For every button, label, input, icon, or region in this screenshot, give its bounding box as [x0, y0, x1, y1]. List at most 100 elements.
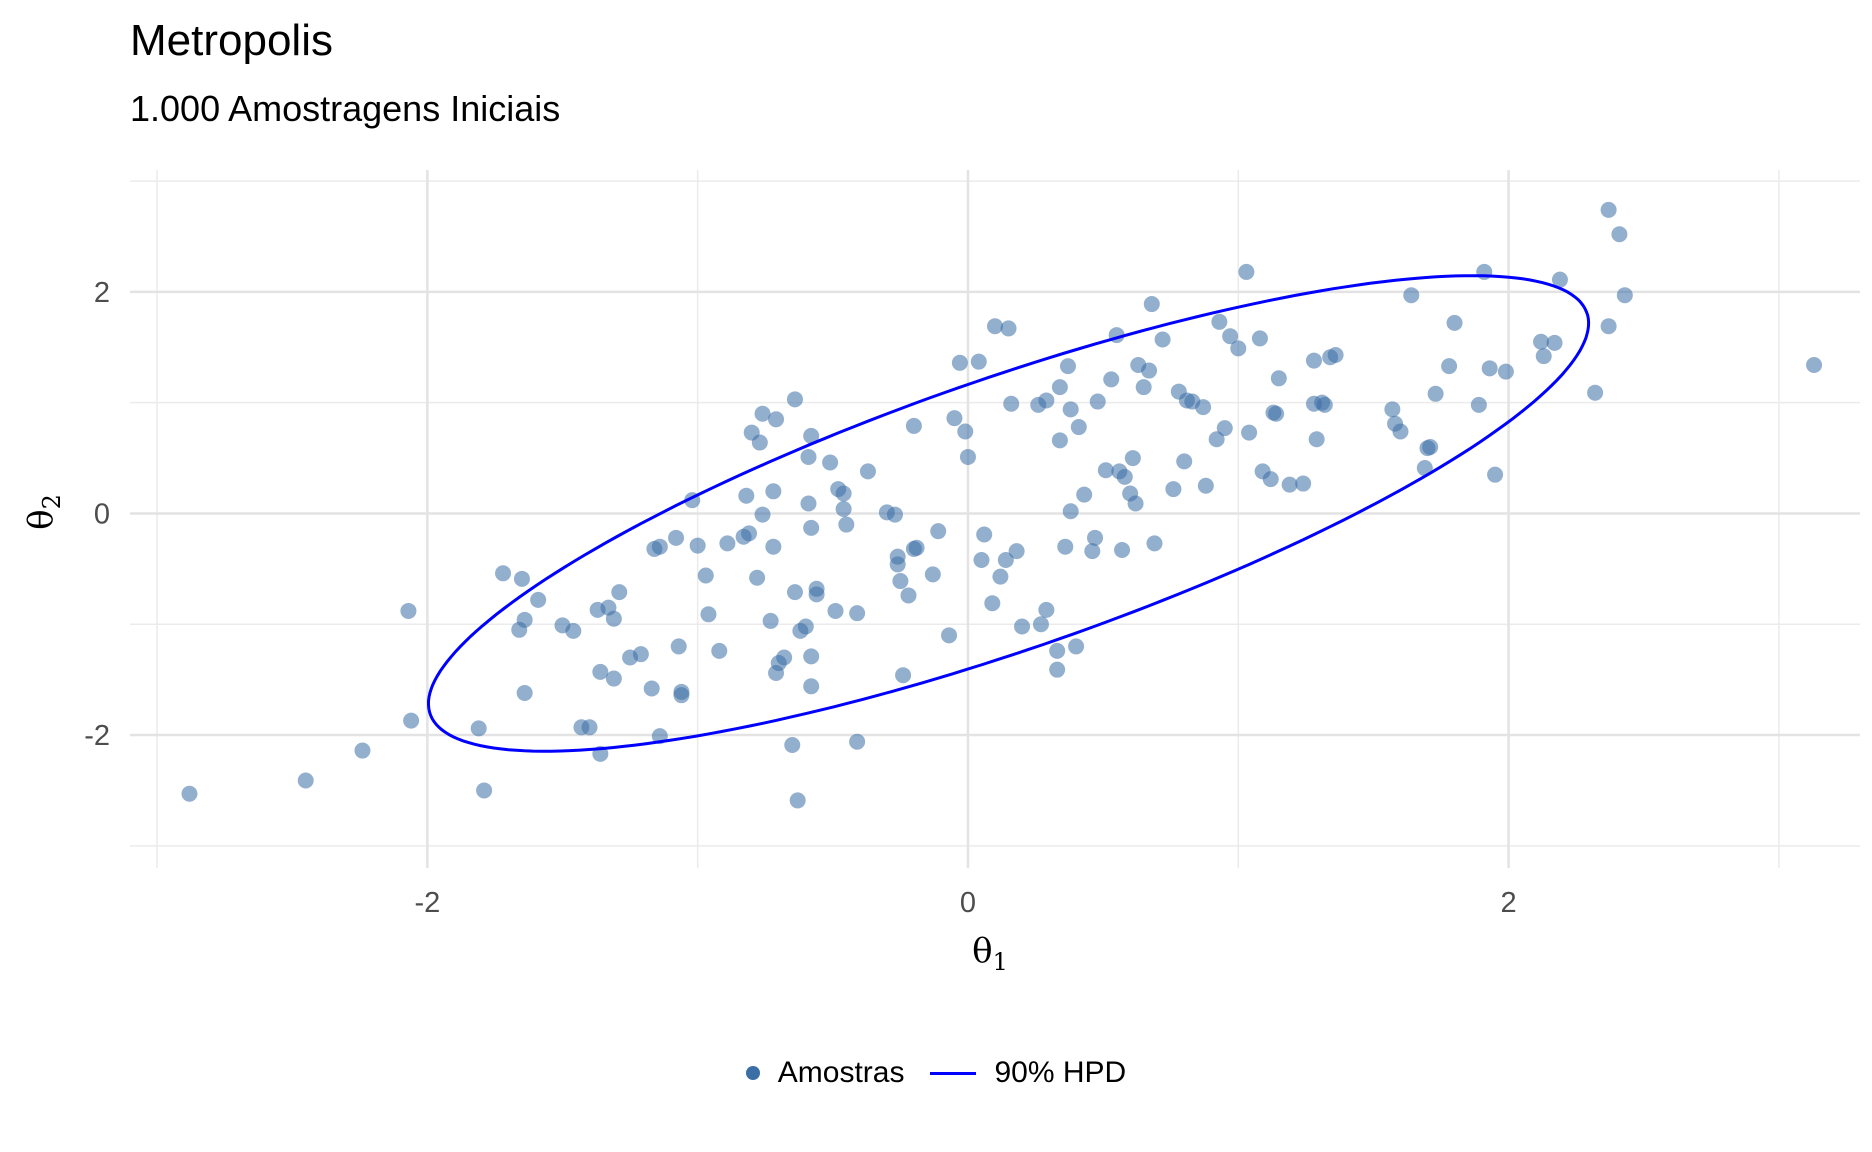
data-point	[786, 584, 803, 601]
data-point	[651, 538, 668, 555]
data-point	[1262, 471, 1279, 488]
data-point	[1051, 379, 1068, 396]
data-point	[403, 712, 420, 729]
data-point	[1600, 201, 1617, 218]
data-point	[800, 495, 817, 512]
data-point	[1211, 313, 1228, 330]
data-point	[1222, 328, 1239, 345]
data-point	[592, 663, 609, 680]
data-point	[1481, 360, 1498, 377]
data-point	[1049, 642, 1066, 659]
data-point	[1533, 333, 1550, 350]
points-layer	[181, 201, 1823, 809]
data-point	[762, 612, 779, 629]
data-point	[959, 448, 976, 465]
data-point	[797, 618, 814, 635]
data-point	[400, 602, 417, 619]
data-point	[516, 611, 533, 628]
data-point	[1103, 371, 1120, 388]
data-point	[803, 427, 820, 444]
data-point	[1535, 348, 1552, 365]
data-point	[1208, 431, 1225, 448]
data-point	[1057, 538, 1074, 555]
hpd-ellipse-layer	[427, 274, 1591, 753]
data-point	[1470, 396, 1487, 413]
data-point	[808, 586, 825, 603]
data-point	[1616, 287, 1633, 304]
chart-title: Metropolis	[130, 16, 333, 65]
data-point	[1305, 352, 1322, 369]
y-tick-labels: -2 0 2	[84, 277, 110, 752]
data-point	[838, 516, 855, 533]
data-point	[470, 720, 487, 737]
data-point	[1003, 395, 1020, 412]
data-point	[908, 539, 925, 556]
data-point	[1127, 495, 1144, 512]
data-point	[719, 535, 736, 552]
data-point	[946, 410, 963, 427]
data-point	[1295, 475, 1312, 492]
data-point	[1268, 405, 1285, 422]
data-point	[957, 423, 974, 440]
data-point	[835, 501, 852, 518]
data-point	[611, 584, 628, 601]
data-point	[1176, 453, 1193, 470]
data-point	[900, 587, 917, 604]
data-point	[1097, 462, 1114, 479]
data-point	[754, 506, 771, 523]
data-point	[1084, 543, 1101, 560]
data-point	[1076, 486, 1093, 503]
data-point	[1611, 226, 1628, 243]
data-point	[1051, 432, 1068, 449]
data-point	[605, 610, 622, 627]
data-point	[668, 529, 685, 546]
data-point	[984, 595, 1001, 612]
data-point	[886, 506, 903, 523]
legend-item-hpd: 90% HPD	[930, 1056, 1126, 1090]
data-point	[741, 525, 758, 542]
legend: Amostras 90% HPD	[0, 1056, 1872, 1090]
data-point	[565, 622, 582, 639]
data-point	[1165, 481, 1182, 498]
data-point	[643, 680, 660, 697]
x-axis-title: θ1	[972, 931, 1008, 976]
data-point	[751, 434, 768, 451]
data-point	[181, 785, 198, 802]
data-point	[1141, 362, 1158, 379]
data-point	[849, 733, 866, 750]
data-point	[859, 463, 876, 480]
data-point	[1476, 263, 1493, 280]
data-point	[997, 551, 1014, 568]
x-axis-subscript: 1	[993, 948, 1008, 976]
data-point	[1806, 356, 1823, 373]
data-point	[1427, 385, 1444, 402]
data-point	[1230, 340, 1247, 357]
x-tick-label: 0	[960, 887, 976, 919]
data-point	[992, 568, 1009, 585]
data-point	[1241, 424, 1258, 441]
data-point	[924, 566, 941, 583]
data-point	[513, 570, 530, 587]
data-point	[941, 627, 958, 644]
data-point	[1308, 431, 1325, 448]
y-tick-label: -2	[84, 720, 110, 752]
data-point	[605, 670, 622, 687]
data-point	[803, 519, 820, 536]
data-point	[970, 353, 987, 370]
data-point	[784, 737, 801, 754]
data-point	[976, 526, 993, 543]
y-tick-label: 0	[94, 498, 110, 530]
data-point	[1551, 271, 1568, 288]
data-point	[1384, 401, 1401, 418]
y-axis-symbol: θ	[21, 509, 61, 529]
data-point	[1216, 420, 1233, 437]
data-point	[849, 605, 866, 622]
data-point	[1281, 476, 1298, 493]
data-point	[765, 483, 782, 500]
y-tick-label: 2	[94, 277, 110, 309]
data-point	[1587, 384, 1604, 401]
data-point	[1038, 392, 1055, 409]
data-point	[1089, 393, 1106, 410]
data-point	[700, 606, 717, 623]
